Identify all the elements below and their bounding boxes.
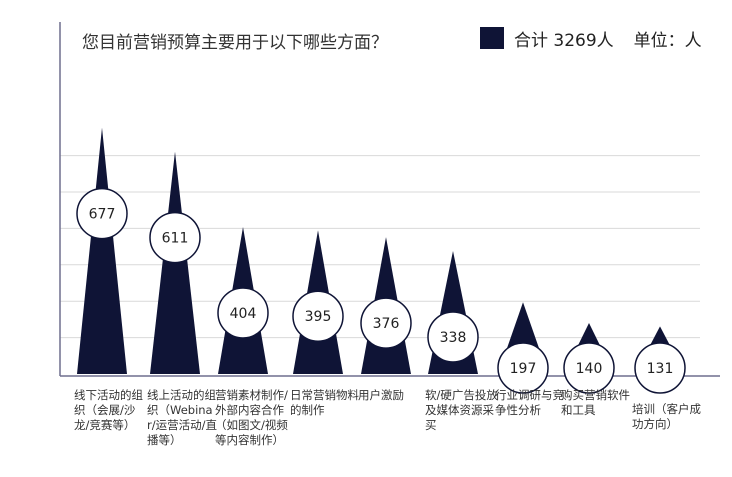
data-label: 376 bbox=[373, 316, 400, 332]
chart-title: 您目前营销预算主要用于以下哪些方面？ bbox=[82, 33, 388, 53]
x-tick-label: 线下活动的组织（会展/沙龙/竞赛等） bbox=[74, 388, 143, 432]
unit-label: 单位：人 bbox=[633, 30, 702, 51]
x-tick-label: 营销素材制作/外部内容合作（如图文/视频等内容制作） bbox=[215, 388, 288, 447]
value-bubble bbox=[563, 342, 615, 394]
bar bbox=[77, 127, 127, 375]
value-bubble bbox=[634, 342, 686, 394]
data-label: 197 bbox=[510, 361, 537, 377]
data-label: 611 bbox=[162, 231, 189, 247]
x-tick-label: 培训（客户成功方向） bbox=[632, 402, 701, 431]
x-tick-label: 用户激励 bbox=[358, 388, 404, 402]
value-bubble bbox=[217, 287, 269, 339]
legend-swatch bbox=[480, 27, 504, 49]
data-label: 404 bbox=[230, 306, 257, 322]
value-bubble bbox=[292, 290, 344, 342]
value-bubble bbox=[497, 342, 549, 394]
x-tick-label: 日常营销物料的制作 bbox=[290, 388, 359, 417]
legend-label: 合计 3269人 bbox=[514, 30, 614, 51]
value-bubble bbox=[76, 187, 128, 240]
data-label: 131 bbox=[647, 361, 674, 377]
x-tick-label: 行业调研与竞争性分析 bbox=[495, 388, 564, 417]
data-label: 395 bbox=[305, 309, 332, 325]
value-bubble bbox=[427, 311, 479, 363]
value-bubble bbox=[149, 211, 201, 264]
legend: 合计 3269人 单位：人 bbox=[480, 26, 702, 51]
x-tick-label: 购买营销软件和工具 bbox=[561, 388, 630, 417]
x-tick-label: 软/硬广告投放及媒体资源采买 bbox=[425, 388, 498, 432]
x-tick-label: 线上活动的组织（Webinar/运营活动/直播等） bbox=[147, 388, 217, 447]
data-label: 338 bbox=[440, 330, 467, 346]
value-bubble bbox=[360, 297, 412, 349]
data-label: 677 bbox=[89, 207, 116, 223]
data-label: 140 bbox=[576, 361, 603, 377]
